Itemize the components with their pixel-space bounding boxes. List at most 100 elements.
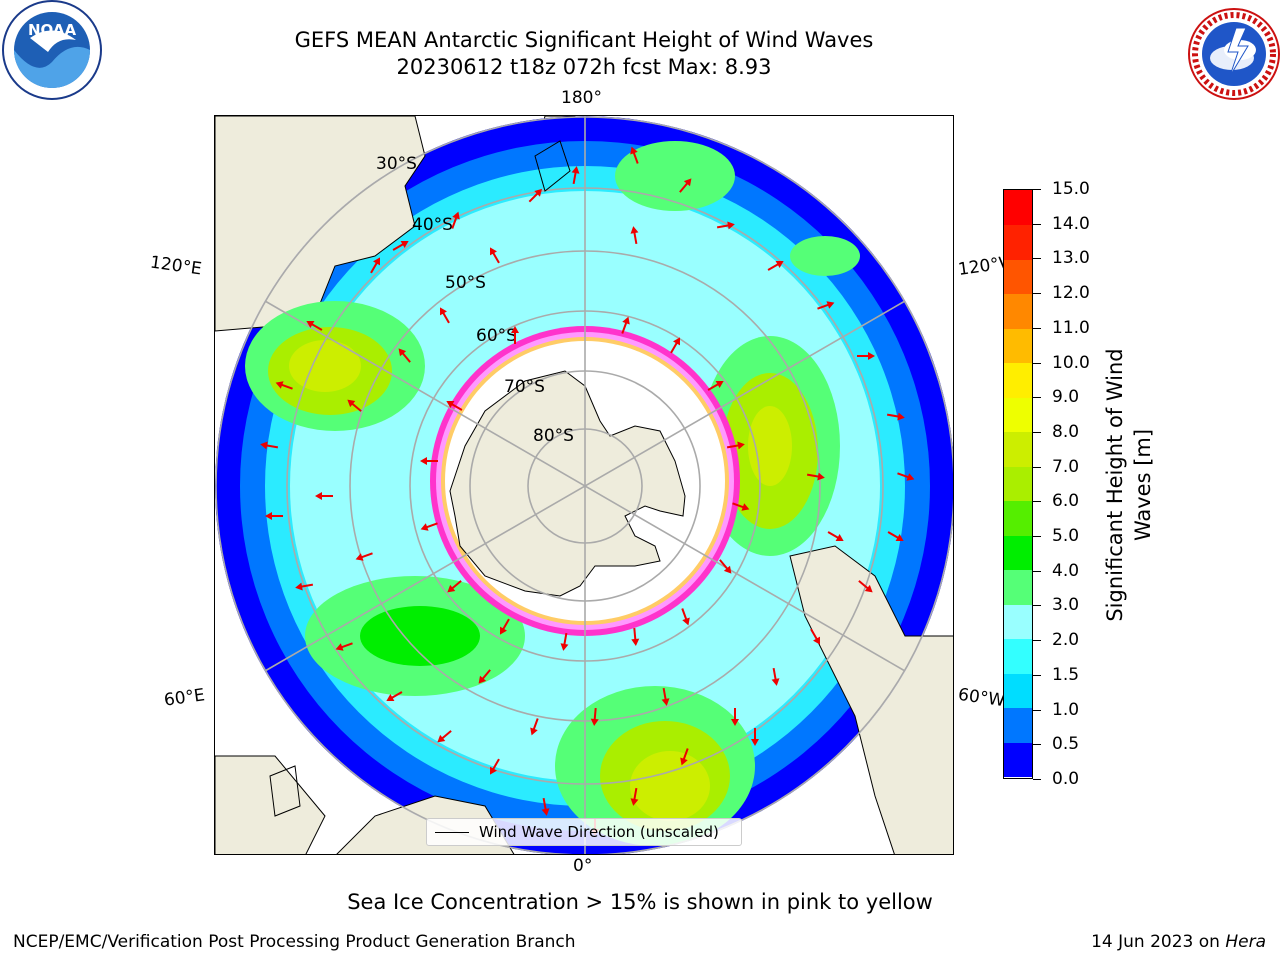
wave-arrow (446, 401, 463, 411)
wave-arrow (447, 580, 462, 593)
colorbar-tick (1033, 397, 1041, 399)
lon-label-60w: 60°W (956, 684, 1007, 712)
wave-arrow (306, 321, 323, 331)
wave-arrow (897, 472, 915, 481)
map-legend: Wind Wave Direction (unscaled) (426, 818, 742, 846)
colorbar-tick (1033, 189, 1041, 190)
wave-arrow (355, 552, 373, 561)
colorbar-tick-label: 9.0 (1052, 387, 1080, 408)
colorbar-tick (1033, 536, 1041, 538)
colorbar-segment (1004, 673, 1032, 709)
colorbar-tick (1033, 431, 1041, 433)
wave-arrow (530, 718, 539, 736)
wave-arrow (858, 580, 873, 593)
footer-credit: NCEP/EMC/Verification Post Processing Pr… (13, 932, 576, 952)
colorbar-label-line1: Significant Height of Wind (1103, 348, 1127, 622)
lon-label-60e: 60°E (162, 685, 207, 711)
wave-arrow (716, 221, 735, 230)
colorbar-tick (1033, 674, 1041, 676)
wave-arrow (500, 618, 510, 635)
colorbar-segment (1004, 431, 1032, 467)
legend-label: Wind Wave Direction (unscaled) (479, 823, 719, 841)
wave-arrow (315, 492, 333, 500)
wave-arrow (719, 559, 732, 574)
footer-host: Hera (1225, 932, 1266, 952)
noaa-logo: NOAA (0, 0, 104, 100)
wave-arrow (806, 472, 825, 481)
colorbar-segment (1004, 466, 1032, 502)
wave-arrow (451, 211, 460, 229)
noaa-logo-text: NOAA (28, 21, 77, 39)
wave-arrow (335, 642, 353, 651)
colorbar-tick (1033, 501, 1041, 503)
colorbar-tick (1033, 327, 1041, 329)
colorbar-tick (1033, 293, 1041, 295)
wave-arrow (630, 226, 639, 245)
colorbar-segment (1004, 259, 1032, 295)
colorbar-tick-label: 1.5 (1052, 664, 1080, 685)
colorbar-segment (1004, 535, 1032, 571)
colorbar-tick (1033, 779, 1041, 780)
colorbar-segment (1004, 742, 1032, 778)
wave-arrow (767, 261, 784, 271)
colorbar-tick-label: 15.0 (1052, 179, 1090, 199)
wave-arrow (731, 708, 739, 726)
wave-arrow (392, 241, 409, 251)
wave-arrow (857, 352, 875, 360)
wave-arrow (275, 381, 293, 390)
wave-arrow (265, 512, 283, 520)
colorbar-segment (1004, 707, 1032, 743)
wave-arrow (478, 669, 491, 684)
footer-date: 14 Jun 2023 on Hera (1091, 932, 1266, 952)
map-panel: 30°S 40°S 50°S 60°S 70°S 80°S (214, 115, 954, 855)
wave-arrow (751, 728, 759, 746)
colorbar-label-line2: Waves [m] (1131, 428, 1155, 542)
colorbar-tick (1033, 258, 1041, 260)
wave-arrow (681, 608, 690, 626)
wave-arrow (621, 316, 630, 334)
colorbar-tick (1033, 744, 1041, 746)
footer-date-text: 14 Jun 2023 on (1091, 932, 1220, 952)
wave-arrow (490, 247, 500, 264)
wave-arrow (511, 326, 519, 344)
wave-direction-arrows (260, 146, 915, 836)
polar-map: 30°S 40°S 50°S 60°S 70°S 80°S (215, 116, 953, 854)
colorbar-tick-label: 6.0 (1052, 491, 1080, 512)
colorbar-tick (1033, 640, 1041, 642)
wave-arrow (528, 188, 543, 203)
wave-arrow (771, 667, 780, 686)
colorbar-tick-label: 10.0 (1052, 352, 1090, 373)
wave-arrow (490, 758, 500, 775)
graticule (215, 116, 953, 854)
colorbar-tick (1033, 223, 1041, 225)
wave-arrow (440, 307, 450, 324)
wave-arrow (571, 166, 580, 185)
colorbar-segment (1004, 397, 1032, 433)
colorbar-tick (1033, 466, 1041, 468)
colorbar-tick (1033, 709, 1041, 711)
colorbar-tick-label: 5.0 (1052, 526, 1080, 547)
colorbar-tick-label: 13.0 (1052, 248, 1090, 269)
colorbar-tick-label: 7.0 (1052, 456, 1080, 477)
colorbar-tick-label: 1.0 (1052, 699, 1080, 720)
wave-arrow (680, 748, 689, 766)
wave-arrow (420, 457, 438, 465)
colorbar-segment (1004, 569, 1032, 605)
sea-ice-note: Sea Ice Concentration > 15% is shown in … (347, 890, 933, 914)
lat-label-70s: 70°S (504, 377, 545, 397)
nws-logo (1176, 6, 1280, 100)
colorbar-segment (1004, 604, 1032, 640)
wave-arrow (541, 797, 550, 816)
colorbar-tick-label: 3.0 (1052, 595, 1080, 616)
wave-arrow (670, 337, 680, 354)
colorbar (1003, 189, 1033, 779)
colorbar-tick (1033, 605, 1041, 607)
colorbar-tick-label: 0.5 (1052, 734, 1080, 755)
wave-arrow (370, 257, 380, 274)
wave-arrow (707, 381, 724, 391)
lat-label-30s: 30°S (376, 154, 417, 174)
wave-arrow (732, 502, 750, 511)
colorbar-segment (1004, 293, 1032, 329)
colorbar-tick-label: 11.0 (1052, 317, 1090, 338)
wave-arrow (260, 441, 279, 450)
